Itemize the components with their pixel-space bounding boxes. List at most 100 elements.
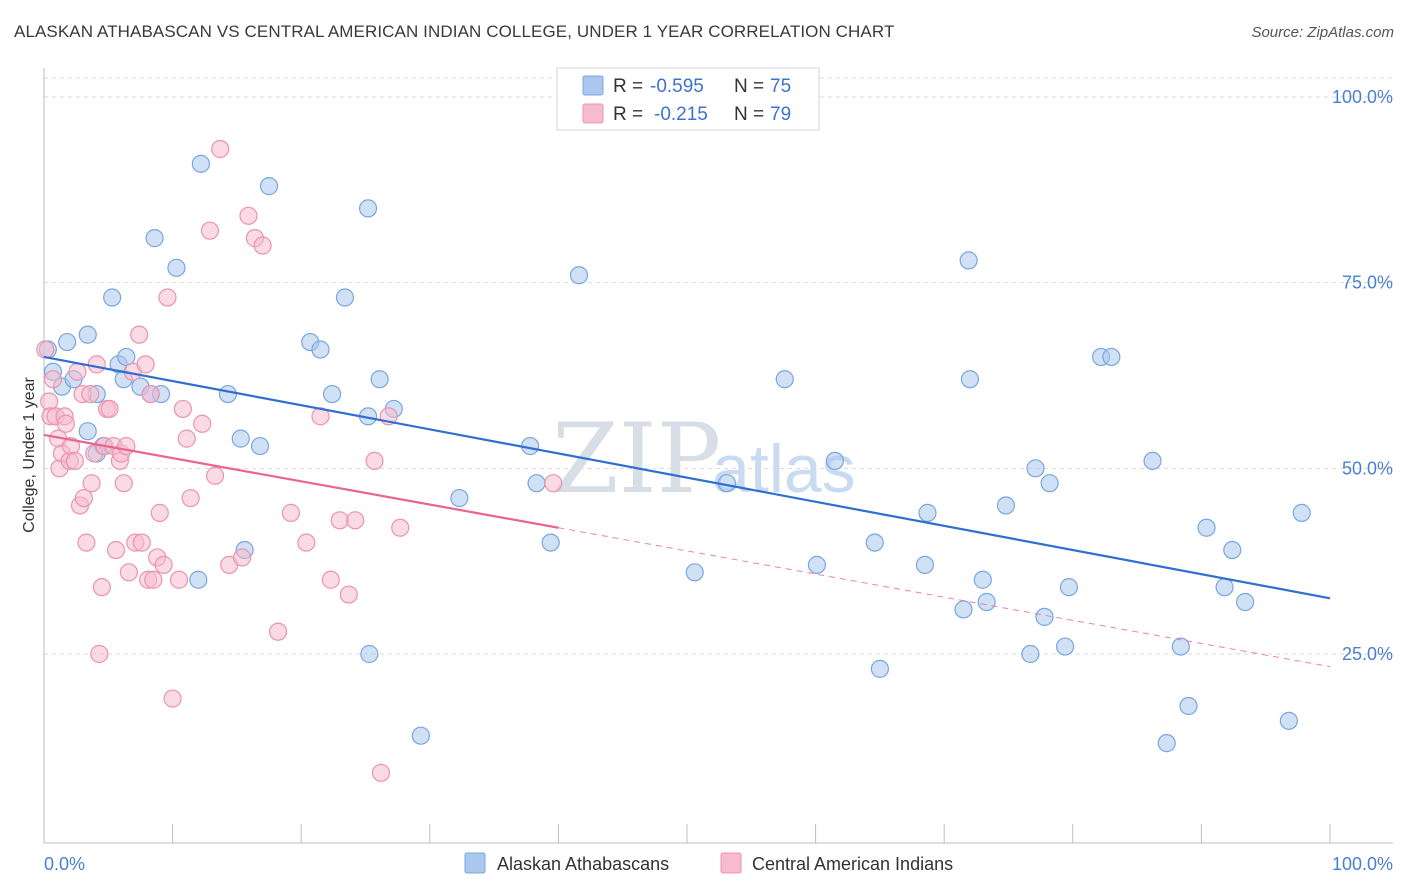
point-central-american-indian — [87, 355, 106, 374]
point-alaskan-athabascan — [335, 288, 355, 307]
point-alaskan-athabascan — [1035, 607, 1054, 626]
point-alaskan-athabascan — [1223, 540, 1242, 560]
point-central-american-indian — [371, 763, 391, 782]
point-central-american-indian — [117, 436, 136, 456]
point-central-american-indian — [141, 384, 160, 404]
point-alaskan-athabascan — [865, 533, 884, 552]
point-alaskan-athabascan — [450, 488, 469, 508]
point-central-american-indian — [56, 414, 75, 433]
point-central-american-indian — [36, 340, 55, 359]
point-central-american-indian — [200, 221, 219, 240]
legend-r-value-2: -0.215 — [654, 104, 708, 125]
point-central-american-indian — [365, 451, 384, 471]
trend-line-alaskan-athabascans — [43, 355, 1331, 600]
legend-r-value-1: -0.595 — [650, 76, 704, 97]
point-alaskan-athabascan — [103, 288, 122, 307]
trend-line-central-american-indians — [43, 433, 559, 529]
point-alaskan-athabascan — [311, 340, 330, 359]
point-alaskan-athabascan — [1197, 518, 1216, 537]
point-central-american-indian — [90, 644, 109, 664]
y-axis-label: College, Under 1 year — [21, 377, 38, 533]
point-alaskan-athabascan — [541, 533, 560, 552]
point-central-american-indian — [239, 206, 258, 225]
point-central-american-indian — [106, 540, 126, 560]
point-alaskan-athabascan — [145, 229, 164, 248]
point-central-american-indian — [177, 429, 196, 448]
legend-top: R = -0.595 N = 75 R = -0.215 N = 79 — [556, 67, 820, 131]
point-central-american-indian — [253, 236, 272, 255]
point-central-american-indian — [173, 399, 192, 419]
legend-r-label-1: R = — [613, 76, 643, 97]
point-central-american-indian — [158, 288, 177, 307]
legend-bottom-label-pink: Central American Indians — [752, 854, 953, 874]
point-central-american-indian — [169, 570, 189, 589]
point-central-american-indian — [82, 474, 101, 493]
point-alaskan-athabascan — [58, 332, 77, 352]
point-alaskan-athabascan — [915, 555, 935, 574]
point-central-american-indian — [193, 414, 212, 433]
point-central-american-indian — [92, 578, 111, 597]
point-central-american-indian — [232, 548, 252, 567]
y-tick-label: 50.0% — [1342, 458, 1393, 478]
point-central-american-indian — [391, 518, 410, 537]
point-central-american-indian — [100, 399, 119, 419]
point-alaskan-athabascan — [918, 503, 937, 522]
gridlines — [44, 77, 1393, 655]
point-alaskan-athabascan — [1236, 592, 1255, 612]
point-alaskan-athabascan — [569, 266, 589, 285]
point-alaskan-athabascan — [167, 258, 186, 277]
point-alaskan-athabascan — [259, 177, 279, 196]
point-central-american-indian — [130, 325, 149, 344]
point-central-american-indian — [74, 488, 93, 508]
x-tick-label-min: 0.0% — [44, 854, 85, 874]
y-tick-label: 75.0% — [1342, 273, 1393, 293]
point-alaskan-athabascan — [959, 251, 978, 270]
y-tick-label: 25.0% — [1342, 644, 1393, 664]
chart-title: ALASKAN ATHABASCAN VS CENTRAL AMERICAN I… — [14, 22, 895, 41]
point-alaskan-athabascan — [1215, 578, 1234, 597]
point-alaskan-athabascan — [977, 592, 996, 612]
point-central-american-indian — [43, 370, 63, 389]
legend-bottom-label-blue: Alaskan Athabascans — [497, 854, 669, 874]
point-alaskan-athabascan — [973, 570, 992, 589]
point-alaskan-athabascan — [825, 451, 844, 471]
point-alaskan-athabascan — [954, 600, 973, 619]
point-alaskan-athabascan — [1157, 734, 1176, 753]
point-alaskan-athabascan — [1021, 644, 1040, 664]
point-central-american-indian — [330, 511, 349, 530]
legend-n-value-1: 75 — [770, 76, 791, 97]
point-central-american-indian — [211, 139, 230, 159]
point-alaskan-athabascan — [1059, 578, 1079, 597]
point-alaskan-athabascan — [1055, 637, 1075, 656]
point-alaskan-athabascan — [360, 644, 379, 664]
point-alaskan-athabascan — [189, 570, 208, 589]
point-alaskan-athabascan — [411, 726, 430, 745]
point-central-american-indian — [144, 570, 163, 589]
point-alaskan-athabascan — [527, 474, 546, 493]
point-alaskan-athabascan — [960, 370, 980, 389]
legend-n-label-2: N = — [734, 104, 764, 125]
source-label: Source: ZipAtlas.com — [1251, 24, 1394, 41]
legend-bottom-swatch-pink — [720, 852, 742, 874]
point-central-american-indian — [150, 503, 169, 522]
legend-bottom-swatch-blue — [464, 852, 486, 874]
point-central-american-indian — [119, 563, 138, 582]
point-alaskan-athabascan — [1292, 503, 1311, 522]
legend-swatch-blue — [582, 75, 604, 96]
point-alaskan-athabascan — [685, 563, 704, 582]
y-tick-label: 100.0% — [1332, 87, 1393, 107]
point-alaskan-athabascan — [78, 422, 97, 441]
point-central-american-indian — [346, 511, 365, 530]
point-central-american-indian — [114, 474, 133, 493]
point-alaskan-athabascan — [1040, 474, 1059, 493]
point-alaskan-athabascan — [1026, 459, 1045, 478]
point-alaskan-athabascan — [322, 384, 342, 404]
point-alaskan-athabascan — [370, 370, 389, 389]
legend-r-label-2: R = — [613, 104, 643, 125]
point-central-american-indian — [136, 355, 155, 374]
point-alaskan-athabascan — [775, 370, 794, 389]
point-alaskan-athabascan — [1179, 696, 1198, 716]
point-alaskan-athabascan — [1279, 711, 1298, 730]
point-central-american-indian — [297, 533, 316, 552]
